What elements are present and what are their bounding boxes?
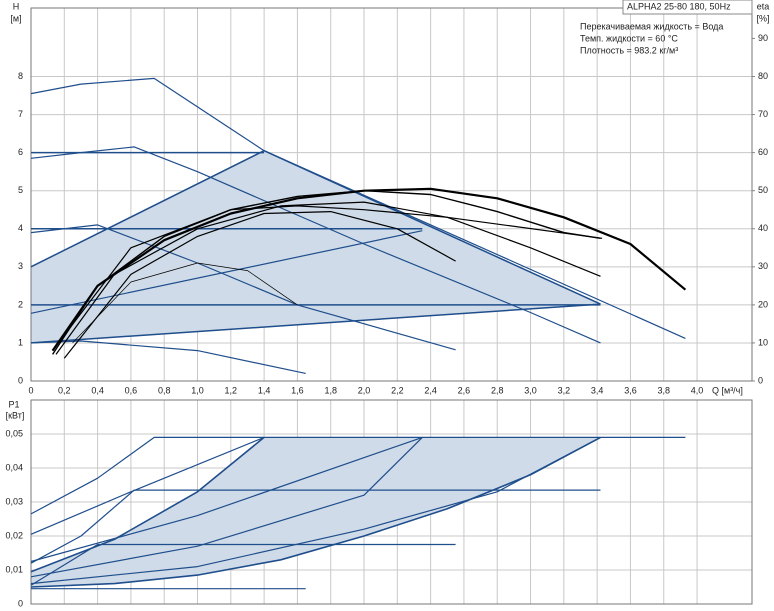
- model-label: ALPHA2 25-80 180, 50Hz: [627, 1, 731, 11]
- info-box: [622, 0, 753, 15]
- x-tick-label: 3,4: [591, 385, 604, 395]
- operating-area: [31, 150, 601, 343]
- y-tick-label: 4: [18, 223, 23, 233]
- x-tick-label: 2,8: [491, 385, 504, 395]
- plot-frame: [30, 399, 753, 605]
- pump-curve: [30, 436, 601, 588]
- y2-tick-label: 0: [758, 375, 763, 385]
- plot-frame: [30, 7, 753, 382]
- y-axis-label: H: [13, 1, 20, 11]
- x-tick-label: 3,8: [657, 385, 670, 395]
- y2-tick-label: 80: [758, 71, 768, 81]
- pump-curve: [30, 436, 265, 573]
- efficiency-curve: [72, 262, 298, 344]
- y2-tick-label: 90: [758, 33, 768, 43]
- x-tick-label: 3,0: [524, 385, 537, 395]
- pump-curve: [30, 340, 306, 374]
- x-tick-label: 2,2: [391, 385, 404, 395]
- y-tick-label: 2: [18, 299, 23, 309]
- x-tick-label: 4,0: [691, 385, 704, 395]
- pump-curve: [30, 436, 601, 585]
- x-tick-label: 0,8: [158, 385, 171, 395]
- pump-curve: [30, 150, 265, 268]
- efficiency-curve: [63, 211, 456, 359]
- y2-tick-label: 50: [758, 185, 768, 195]
- fluid-label: Перекачиваемая жидкость = Вода: [580, 21, 723, 31]
- x-tick-label: 0: [28, 385, 33, 395]
- y2-tick-label: 70: [758, 109, 768, 119]
- x-tick-label: 3,2: [558, 385, 571, 395]
- x-tick-label: 1,6: [291, 385, 304, 395]
- y2-tick-label: 30: [758, 261, 768, 271]
- y2-tick-label: 40: [758, 223, 768, 233]
- pump-curve: [30, 436, 423, 578]
- y-axis-label: P1: [8, 399, 19, 409]
- pump-curve: [30, 303, 601, 344]
- y2-tick-label: 10: [758, 337, 768, 347]
- x-tick-label: 2,6: [458, 385, 471, 395]
- y-tick-label: 0,01: [5, 564, 23, 574]
- pump-curve: [263, 150, 601, 305]
- y-tick-label: 0,04: [5, 462, 23, 472]
- x-tick-label: 0,2: [58, 385, 71, 395]
- x-tick-label: 1,8: [324, 385, 337, 395]
- efficiency-curve: [55, 201, 601, 355]
- x-tick-label: 0,4: [91, 385, 104, 395]
- operating-area: [31, 437, 601, 587]
- y-tick-label: 3: [18, 261, 23, 271]
- pump-curve: [30, 436, 265, 535]
- pump-curve: [30, 436, 423, 563]
- y-tick-label: 0: [18, 598, 23, 608]
- y-tick-label: 0,02: [5, 530, 23, 540]
- y2-tick-label: 60: [758, 147, 768, 157]
- efficiency-curve: [52, 190, 601, 355]
- y2-axis-label: eta: [757, 1, 770, 11]
- x-tick-label: 1,4: [258, 385, 271, 395]
- y-tick-label: 1: [18, 337, 23, 347]
- y-tick-label: 0,03: [5, 496, 23, 506]
- y-tick-label: 7: [18, 109, 23, 119]
- density-label: Плотность = 983.2 кг/м³: [580, 45, 678, 55]
- y-tick-label: 5: [18, 185, 23, 195]
- pump-curve: [30, 489, 601, 564]
- x-tick-label: 2,4: [424, 385, 437, 395]
- x-tick-label: 1,2: [225, 385, 238, 395]
- pump-curve: [30, 436, 686, 515]
- x-axis-label: Q [м³/ч]: [712, 385, 743, 395]
- temp-label: Темп. жидкости = 60 °C: [580, 33, 678, 43]
- x-tick-label: 0,6: [125, 385, 138, 395]
- y-tick-label: 8: [18, 71, 23, 81]
- efficiency-curve: [52, 205, 603, 351]
- x-tick-label: 2,0: [358, 385, 371, 395]
- x-tick-label: 1,0: [191, 385, 204, 395]
- y-tick-label: 6: [18, 147, 23, 157]
- y2-tick-label: 20: [758, 299, 768, 309]
- y-tick-label: 0: [18, 375, 23, 385]
- y-axis-unit: [м]: [10, 13, 21, 23]
- y-tick-label: 0,05: [5, 428, 23, 438]
- y-axis-unit: [кВт]: [6, 410, 25, 420]
- y2-axis-unit: [%]: [756, 13, 769, 23]
- x-tick-label: 3,6: [624, 385, 637, 395]
